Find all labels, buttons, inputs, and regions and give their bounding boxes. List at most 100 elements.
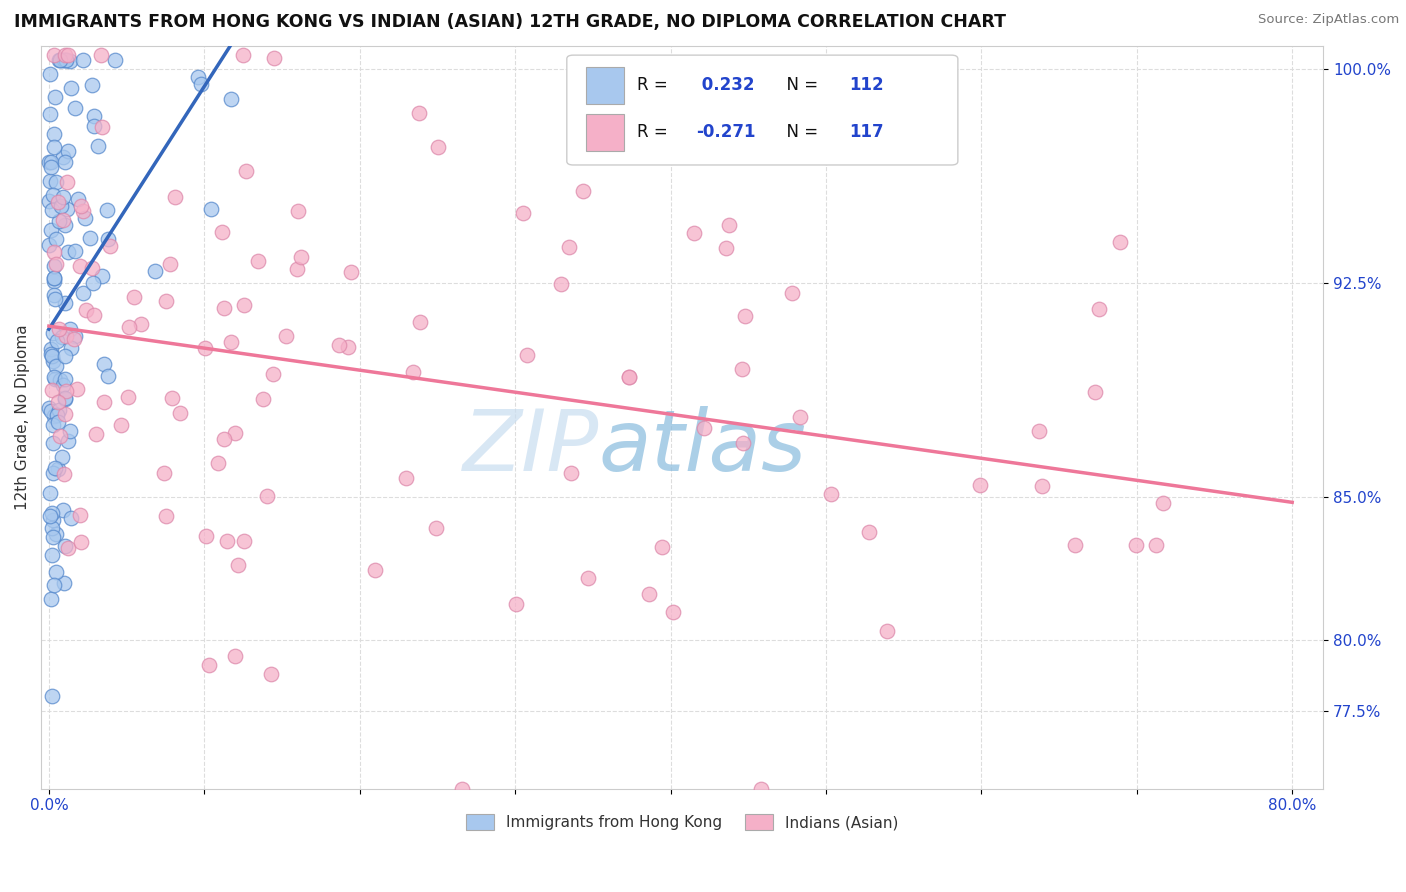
Point xyxy=(66,382,89,396)
Point xyxy=(44,140,66,154)
Point xyxy=(65,101,87,115)
Point xyxy=(122,290,145,304)
Point xyxy=(733,436,755,450)
Point xyxy=(104,54,127,68)
Point xyxy=(70,535,93,549)
Point xyxy=(45,565,67,579)
Point xyxy=(233,297,256,311)
Point xyxy=(42,578,65,592)
Point xyxy=(858,524,880,539)
Point xyxy=(97,231,120,245)
Point xyxy=(59,322,82,336)
Point xyxy=(56,245,79,260)
Point xyxy=(38,401,60,415)
Point xyxy=(42,409,65,423)
Point xyxy=(42,418,65,433)
Point xyxy=(39,106,62,120)
Point xyxy=(53,296,76,310)
Text: -0.271: -0.271 xyxy=(696,123,756,142)
Point xyxy=(55,54,77,68)
Point xyxy=(44,370,66,384)
FancyBboxPatch shape xyxy=(586,114,624,151)
Point xyxy=(53,467,76,482)
Point xyxy=(42,188,65,202)
Point xyxy=(287,204,309,219)
Point xyxy=(716,240,738,254)
Point xyxy=(262,367,284,381)
Point xyxy=(274,329,297,343)
Point xyxy=(159,257,181,271)
Point xyxy=(72,204,94,219)
Text: N =: N = xyxy=(776,77,823,95)
Text: IMMIGRANTS FROM HONG KONG VS INDIAN (ASIAN) 12TH GRADE, NO DIPLOMA CORRELATION C: IMMIGRANTS FROM HONG KONG VS INDIAN (ASI… xyxy=(14,13,1007,31)
Point xyxy=(53,218,76,232)
Point xyxy=(1125,538,1147,552)
Point xyxy=(42,435,65,450)
Point xyxy=(1028,425,1050,439)
Point xyxy=(75,303,97,318)
Point xyxy=(155,294,177,309)
Point xyxy=(683,226,706,240)
Point xyxy=(617,370,640,384)
Point xyxy=(693,421,716,435)
Point xyxy=(44,372,66,386)
Point xyxy=(232,47,254,62)
Point xyxy=(662,605,685,619)
Point xyxy=(224,649,246,664)
Point xyxy=(41,689,63,703)
Point xyxy=(49,373,72,387)
Point xyxy=(427,140,450,154)
Point xyxy=(117,390,139,404)
Text: ZIP: ZIP xyxy=(463,406,599,489)
Point xyxy=(46,395,69,409)
Point xyxy=(41,506,63,520)
Point xyxy=(59,54,82,68)
Point xyxy=(39,591,62,606)
Point xyxy=(53,575,76,590)
Point xyxy=(90,268,112,283)
Point xyxy=(425,521,447,535)
Point xyxy=(53,540,76,554)
Point xyxy=(97,369,120,384)
Point xyxy=(55,384,77,399)
Point xyxy=(42,326,65,340)
Text: Source: ZipAtlas.com: Source: ZipAtlas.com xyxy=(1258,13,1399,27)
Point xyxy=(41,548,63,562)
Point xyxy=(55,54,77,68)
Point xyxy=(409,315,432,329)
Point xyxy=(39,404,62,418)
Point xyxy=(731,361,754,376)
Y-axis label: 12th Grade, No Diploma: 12th Grade, No Diploma xyxy=(15,325,30,510)
Point xyxy=(79,230,101,244)
Point xyxy=(69,259,91,273)
Point xyxy=(62,333,84,347)
Point xyxy=(56,434,79,448)
Point xyxy=(226,558,249,572)
Point xyxy=(41,347,63,361)
Point xyxy=(42,270,65,285)
Point xyxy=(38,155,60,169)
Text: 0.232: 0.232 xyxy=(696,77,755,95)
Point xyxy=(83,309,105,323)
Point xyxy=(364,563,387,577)
Point xyxy=(290,250,312,264)
Point xyxy=(190,78,212,92)
Point xyxy=(44,274,66,288)
Point xyxy=(48,462,70,476)
Point xyxy=(197,657,219,672)
Point xyxy=(39,174,62,188)
Point xyxy=(45,359,67,374)
Text: 117: 117 xyxy=(849,123,883,142)
Point xyxy=(49,198,72,212)
Point xyxy=(256,489,278,503)
Point xyxy=(718,218,741,232)
Point xyxy=(41,223,63,237)
Point xyxy=(86,139,108,153)
Point xyxy=(70,199,93,213)
Point xyxy=(129,317,152,331)
Point xyxy=(65,329,87,343)
Point xyxy=(200,202,222,216)
Point xyxy=(337,341,360,355)
Point xyxy=(38,194,60,208)
Point xyxy=(41,203,63,218)
